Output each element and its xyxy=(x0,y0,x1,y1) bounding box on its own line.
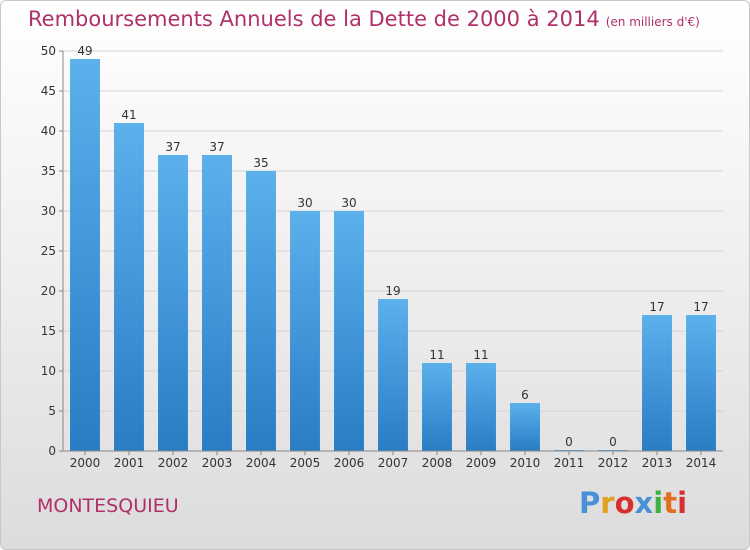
data-label-2013: 17 xyxy=(649,300,664,314)
x-tick-label-2005: 2005 xyxy=(290,456,321,470)
logo-letter: r xyxy=(600,486,615,520)
data-label-2002: 37 xyxy=(165,140,180,154)
x-tick-label-2008: 2008 xyxy=(422,456,453,470)
y-tick-label: 5 xyxy=(48,404,56,418)
y-tick-label: 0 xyxy=(48,444,56,458)
bar-2010 xyxy=(510,403,540,451)
x-tick-label-2006: 2006 xyxy=(334,456,365,470)
bar-2003 xyxy=(202,155,232,451)
commune-name: MONTESQUIEU xyxy=(37,495,179,517)
bar-2005 xyxy=(290,211,320,451)
y-tick-label: 35 xyxy=(41,164,56,178)
x-tick-label-2003: 2003 xyxy=(202,456,233,470)
bar-2004 xyxy=(246,171,276,451)
y-tick-label: 25 xyxy=(41,244,56,258)
data-label-2008: 11 xyxy=(429,348,444,362)
data-label-2003: 37 xyxy=(209,140,224,154)
chart-title: Remboursements Annuels de la Dette de 20… xyxy=(28,7,700,31)
y-tick-label: 10 xyxy=(41,364,56,378)
data-label-2006: 30 xyxy=(341,196,356,210)
logo-letter: x xyxy=(634,486,654,520)
y-tick-label: 40 xyxy=(41,124,56,138)
x-tick-label-2002: 2002 xyxy=(158,456,189,470)
data-label-2011: 0 xyxy=(565,435,573,449)
bar-2014 xyxy=(686,315,716,451)
y-tick-label: 15 xyxy=(41,324,56,338)
data-label-2005: 30 xyxy=(297,196,312,210)
data-label-2010: 6 xyxy=(521,388,529,402)
y-tick-label: 45 xyxy=(41,84,56,98)
logo-letter: i xyxy=(677,486,688,520)
data-label-2000: 49 xyxy=(77,44,92,58)
x-tick-label-2012: 2012 xyxy=(598,456,629,470)
proxiti-logo: Proxiti xyxy=(579,486,687,520)
bar-2001 xyxy=(114,123,144,451)
logo-letter: t xyxy=(663,486,678,520)
x-tick-label-2009: 2009 xyxy=(466,456,497,470)
bar-2006 xyxy=(334,211,364,451)
logo-letter: o xyxy=(614,486,635,520)
x-tick-label-2001: 2001 xyxy=(114,456,145,470)
x-tick-label-2007: 2007 xyxy=(378,456,409,470)
bar-2002 xyxy=(158,155,188,451)
bar-2007 xyxy=(378,299,408,451)
x-tick-label-2000: 2000 xyxy=(70,456,101,470)
x-tick-label-2013: 2013 xyxy=(642,456,673,470)
y-tick-label: 50 xyxy=(41,44,56,58)
logo-letter: P xyxy=(579,486,601,520)
bar-2008 xyxy=(422,363,452,451)
data-label-2004: 35 xyxy=(253,156,268,170)
bar-2009 xyxy=(466,363,496,451)
data-label-2009: 11 xyxy=(473,348,488,362)
data-label-2012: 0 xyxy=(609,435,617,449)
data-label-2014: 17 xyxy=(693,300,708,314)
bar-2000 xyxy=(70,59,100,451)
data-label-2001: 41 xyxy=(121,108,136,122)
data-label-2007: 19 xyxy=(385,284,400,298)
x-tick-label-2014: 2014 xyxy=(686,456,717,470)
x-tick-label-2011: 2011 xyxy=(554,456,585,470)
y-tick-label: 20 xyxy=(41,284,56,298)
logo-letter: i xyxy=(653,486,664,520)
chart-subtitle: (en milliers d'€) xyxy=(605,15,700,29)
x-tick-label-2004: 2004 xyxy=(246,456,277,470)
y-tick-label: 30 xyxy=(41,204,56,218)
bar-2013 xyxy=(642,315,672,451)
chart-title-main: Remboursements Annuels de la Dette de 20… xyxy=(28,7,600,31)
x-tick-label-2010: 2010 xyxy=(510,456,541,470)
